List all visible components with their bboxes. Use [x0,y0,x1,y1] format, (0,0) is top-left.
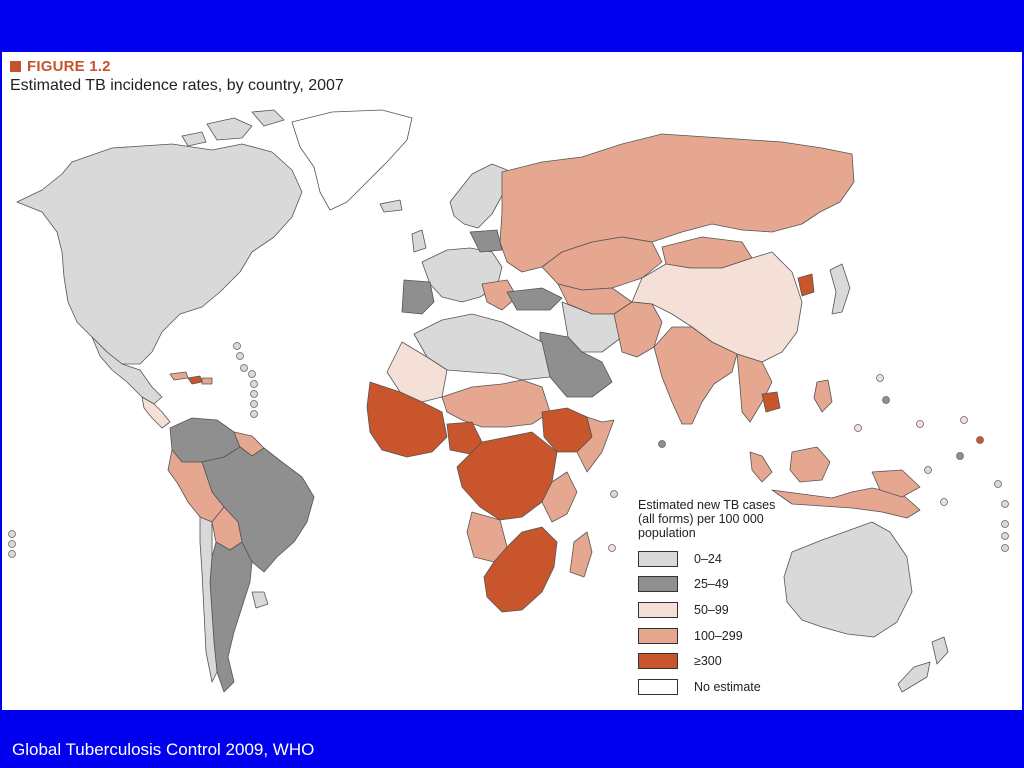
region-sahel [441,379,551,428]
region-india [653,326,738,425]
region-southern-africa [483,526,558,613]
region-afghanistan-pakistan [613,301,663,358]
region-north-america [16,143,303,365]
island-marker [916,420,924,428]
island-marker [1001,500,1009,508]
island-marker [658,440,666,448]
region-arctic-islands [181,109,285,147]
map-legend: Estimated new TB cases (all forms) per 1… [638,498,818,700]
legend-label: 25–49 [694,577,729,592]
figure-marker-icon [10,61,21,72]
region-east-africa [541,471,578,523]
region-scandinavia [449,163,508,229]
region-philippines [813,379,833,413]
region-poland [469,229,503,253]
region-cambodia [761,391,781,413]
legend-label: 0–24 [694,551,722,566]
slide-top-bar [0,0,1024,52]
island-marker [854,424,862,432]
legend-label: 100–299 [694,628,743,643]
region-australia [783,521,913,638]
legend-label: No estimate [694,679,761,694]
legend-swatch [638,550,678,567]
region-caribbean [169,371,213,385]
island-marker [994,480,1002,488]
island-marker [248,370,256,378]
island-marker [940,498,948,506]
legend-label: ≥300 [694,654,722,669]
legend-row: 25–49 [638,572,818,598]
figure-panel: FIGURE 1.2 Estimated TB incidence rates,… [2,52,1022,710]
legend-row: 50–99 [638,597,818,623]
island-marker [924,466,932,474]
island-marker [960,416,968,424]
island-marker [8,530,16,538]
legend-row: 100–299 [638,623,818,649]
region-chile [199,516,218,683]
region-uk [411,229,427,253]
legend-swatch [638,627,678,644]
region-malaysia [749,451,773,483]
region-greenland [291,109,413,211]
legend-swatch [638,653,678,670]
region-north-korea [797,273,815,297]
legend-row: 0–24 [638,546,818,572]
legend-swatch [638,678,678,695]
figure-label: FIGURE 1.2 [10,58,111,75]
island-marker [240,364,248,372]
island-marker [608,544,616,552]
region-iceland [379,199,403,213]
region-haiti [187,375,203,385]
region-china [631,251,803,363]
legend-row: No estimate [638,674,818,700]
island-marker [8,550,16,558]
region-turkey [506,287,563,311]
region-indonesia [771,487,921,519]
region-myanmar-thailand [736,353,773,423]
region-madagascar [569,531,593,578]
region-borneo [789,446,831,483]
world-map [8,109,1009,693]
island-markers [8,342,1009,558]
island-marker [250,400,258,408]
island-marker [8,540,16,548]
region-new-zealand [897,636,949,693]
island-marker [876,374,884,382]
island-marker [956,452,964,460]
region-russia [499,133,855,273]
region-algeria-mali [386,341,448,403]
region-papua [871,469,921,498]
legend-swatch [638,601,678,618]
island-marker [1001,532,1009,540]
island-marker [882,396,890,404]
source-caption: Global Tuberculosis Control 2009, WHO [12,740,315,759]
island-marker [610,490,618,498]
region-japan [829,263,851,315]
figure-title: Estimated TB incidence rates, by country… [10,77,344,94]
figure-number: FIGURE 1.2 [27,58,111,75]
legend-label: 50–99 [694,602,729,617]
island-marker [250,380,258,388]
region-horn-of-africa [576,416,615,473]
island-marker [250,390,258,398]
region-mexico [91,336,163,405]
island-marker [1001,544,1009,552]
island-marker [976,436,984,444]
region-balkans [481,279,518,311]
region-uruguay [251,591,269,609]
legend-row: ≥300 [638,648,818,674]
island-marker [236,352,244,360]
legend-title: Estimated new TB cases (all forms) per 1… [638,498,776,540]
region-west-africa [366,381,448,458]
legend-swatch [638,576,678,593]
island-marker [233,342,241,350]
region-central-america [141,396,171,429]
island-marker [250,410,258,418]
island-marker [1001,520,1009,528]
region-iberia [401,279,435,315]
